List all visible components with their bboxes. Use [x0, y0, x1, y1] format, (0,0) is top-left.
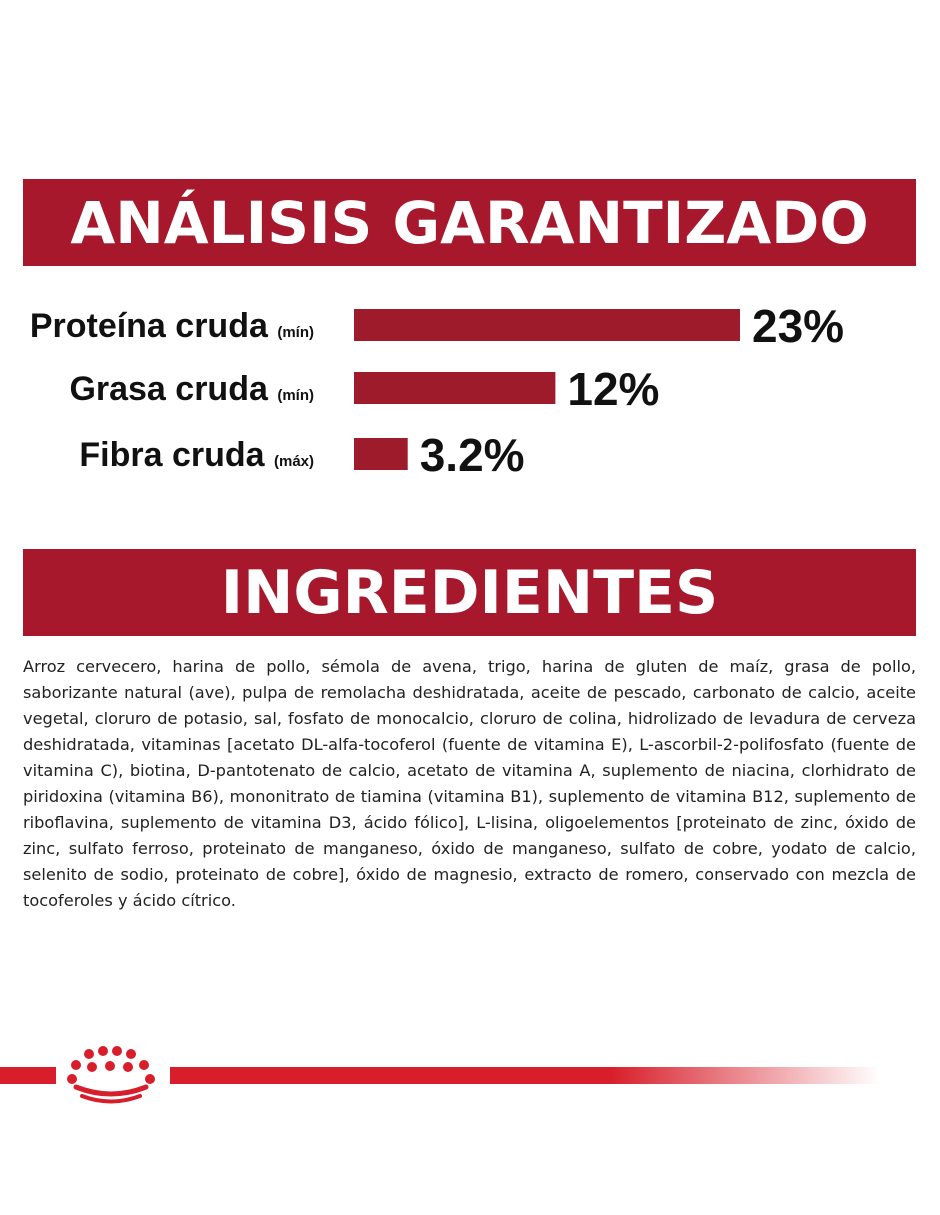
- qualifier-label: (máx): [274, 453, 314, 470]
- bar-1: [354, 309, 740, 341]
- footer-line-left: [0, 1067, 56, 1084]
- bar-label-3: Fibra cruda (máx): [79, 436, 314, 474]
- category-label: Proteína cruda: [30, 307, 278, 345]
- footer-line-right: [170, 1067, 880, 1084]
- ingredients-title: INGREDIENTES: [220, 557, 719, 628]
- bar-label-1: Proteína cruda (mín): [30, 307, 314, 345]
- value-label-2: 12%: [567, 363, 659, 415]
- crown-logo-icon: [67, 1046, 155, 1104]
- ingredients-list: Arroz cervecero, harina de pollo, sémola…: [23, 657, 916, 910]
- category-label: Grasa cruda: [69, 370, 277, 408]
- analysis-title: ANÁLISIS GARANTIZADO: [70, 188, 869, 257]
- analysis-banner: ANÁLISIS GARANTIZADO: [23, 179, 916, 266]
- value-label-1: 23%: [752, 300, 844, 352]
- qualifier-label: (mín): [277, 324, 314, 341]
- qualifier-label: (mín): [277, 387, 314, 404]
- category-label: Fibra cruda: [79, 436, 274, 474]
- bar-2: [354, 372, 556, 404]
- ingredients-banner: INGREDIENTES: [23, 549, 916, 636]
- analysis-bar-chart: Proteína cruda (mín) 23% Grasa cruda (mín)…: [30, 300, 844, 481]
- value-label-3: 3.2%: [420, 429, 525, 481]
- bar-label-2: Grasa cruda (mín): [69, 370, 314, 408]
- bar-3: [354, 438, 408, 470]
